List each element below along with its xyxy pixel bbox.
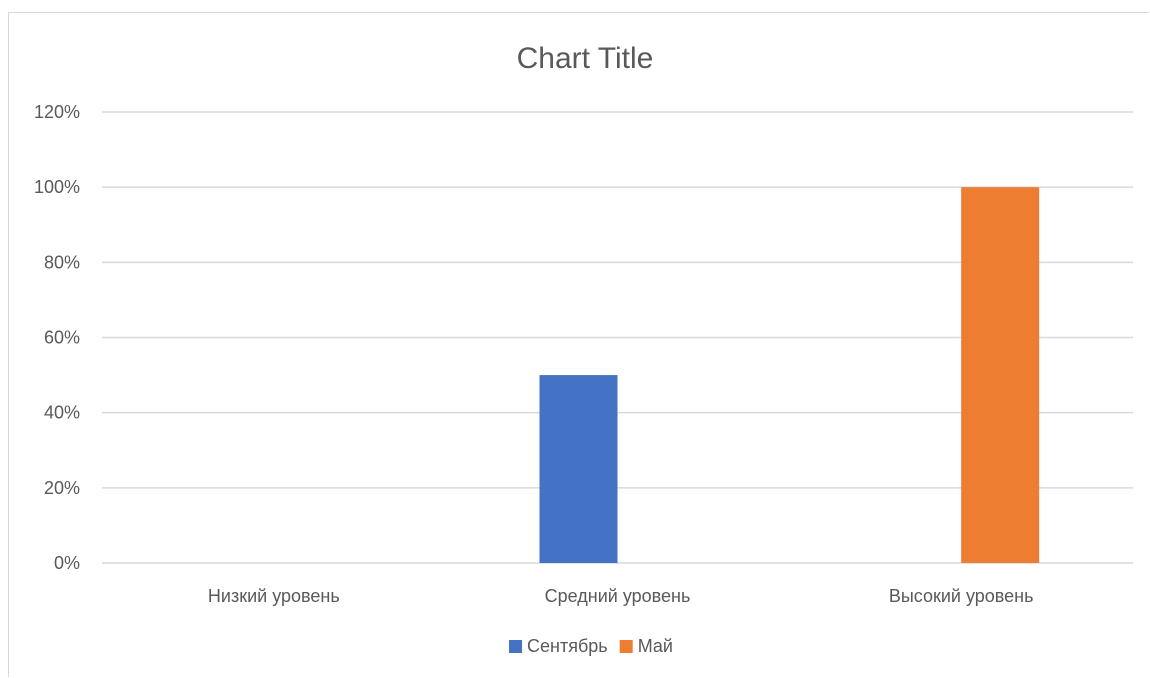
legend-label: Сентябрь (527, 636, 608, 656)
bar-0-1 (539, 375, 618, 563)
y-tick-label: 100% (34, 177, 80, 197)
legend-item: Май (619, 636, 673, 656)
y-axis-ticks: 0% 20% 40% 60% 80% 100% 120% (34, 102, 80, 573)
category-label: Низкий уровень (208, 586, 340, 606)
legend-label: Май (638, 636, 673, 656)
y-tick-label: 80% (44, 252, 80, 272)
x-axis-categories: Низкий уровень Средний уровень Высокий уро… (208, 586, 1034, 606)
bar-1-2 (961, 187, 1040, 563)
legend: Сентябрь Май (509, 636, 673, 656)
bars (539, 187, 1040, 563)
legend-swatch (509, 640, 523, 653)
chart-title: Chart Title (517, 42, 654, 75)
y-tick-label: 60% (44, 328, 80, 348)
y-tick-label: 20% (44, 478, 80, 498)
chart-frame (8, 12, 1149, 677)
category-label: Средний уровень (545, 586, 691, 606)
category-label: Высокий уровень (889, 586, 1034, 606)
y-tick-label: 0% (54, 553, 80, 573)
y-tick-label: 120% (34, 102, 80, 122)
legend-item: Сентябрь (509, 636, 608, 656)
y-tick-label: 40% (44, 403, 80, 423)
legend-swatch (619, 640, 633, 653)
